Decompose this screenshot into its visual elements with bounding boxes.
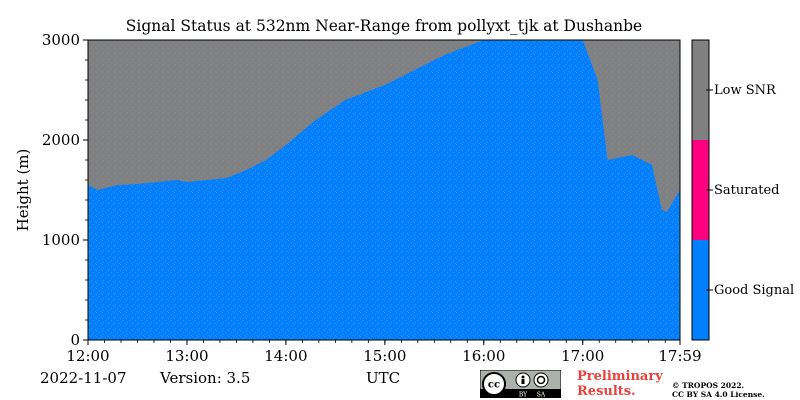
colorbar-label: Good Signal [714, 283, 794, 298]
x-tick-label: 17:00 [561, 347, 604, 365]
x-axis-unit-label: UTC [366, 369, 401, 387]
y-axis: 0 1000 2000 3000 [42, 31, 88, 349]
svg-text:BY: BY [519, 392, 528, 399]
cc-icon [482, 372, 506, 396]
colorbar-segment [692, 140, 709, 240]
x-tick-label: 14:00 [264, 347, 307, 365]
x-tick-label: 17:59 [658, 347, 701, 365]
svg-text:cc: cc [488, 380, 500, 391]
x-tick-label: 16:00 [462, 347, 505, 365]
colorbar: Good Signal Saturated Low SNR [691, 39, 794, 341]
colorbar-label: Low SNR [714, 83, 777, 98]
x-axis: 12:00 13:00 14:00 15:00 16:00 17:00 17:59 [66, 340, 702, 365]
colorbar-frame [691, 39, 710, 341]
plot-frame [87, 39, 681, 341]
x-tick-label: 15:00 [363, 347, 406, 365]
colorbar-label: Saturated [714, 183, 779, 198]
cc-by-sa-logo[interactable]: cc BY SA [480, 370, 561, 398]
x-tick-label: 13:00 [165, 347, 208, 365]
y-tick-label: 2000 [42, 131, 80, 149]
chart-title: Signal Status at 532nm Near-Range from p… [125, 17, 643, 35]
date-label: 2022-11-07 [40, 369, 127, 387]
copyright-note: © TROPOS 2022. CC BY SA 4.0 License. [672, 381, 765, 399]
preliminary-results-note: Preliminary Results. [577, 369, 663, 399]
version-label: Version: 3.5 [160, 369, 251, 387]
x-tick-label: 12:00 [66, 347, 109, 365]
colorbar-segment [692, 40, 709, 140]
y-tick-label: 1000 [42, 231, 80, 249]
noise-texture [88, 40, 680, 340]
colorbar-segment [692, 240, 709, 340]
y-tick-label: 0 [70, 331, 80, 349]
y-tick-label: 3000 [42, 31, 80, 49]
svg-text:SA: SA [537, 392, 546, 399]
sa-icon [533, 372, 549, 388]
plot-area [87, 39, 681, 341]
